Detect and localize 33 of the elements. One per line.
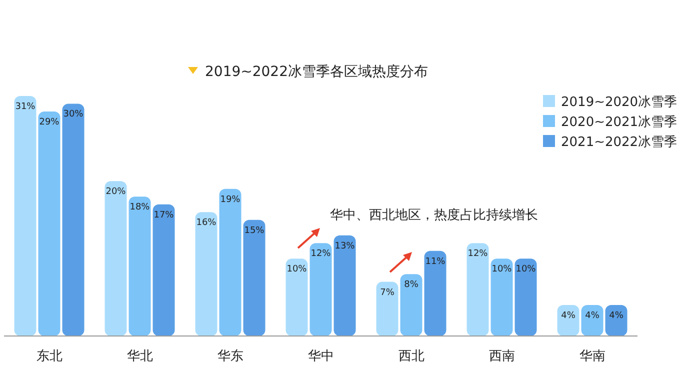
x-tick-label: 华南 — [579, 349, 606, 364]
x-tick-label: 华北 — [126, 349, 153, 364]
legend-label: 2021~2022冰雪季 — [561, 135, 678, 150]
data-label: 11% — [425, 256, 446, 267]
legend-label: 2019~2020冰雪季 — [561, 95, 678, 110]
legend-label: 2020~2021冰雪季 — [561, 115, 678, 130]
data-label: 8% — [404, 280, 419, 290]
data-label: 12% — [310, 249, 332, 260]
data-label: 29% — [39, 117, 60, 128]
data-label: 4% — [561, 311, 576, 322]
data-label: 13% — [334, 241, 356, 252]
x-tick-label: 华中 — [308, 349, 334, 364]
data-label: 10% — [286, 264, 308, 275]
x-tick-label: 东北 — [36, 349, 62, 364]
data-label: 19% — [220, 194, 241, 205]
x-tick-label: 华东 — [217, 349, 244, 364]
data-label: 15% — [244, 226, 265, 236]
data-label: 20% — [106, 187, 126, 198]
data-label: 10% — [516, 264, 536, 275]
annotation: 华中、西北地区，热度占比持续增长 — [330, 207, 538, 223]
x-tick-label: 西北 — [398, 349, 424, 364]
data-label: 31% — [15, 102, 36, 112]
chart-title: 2019~2022冰雪季各区域热度分布 — [205, 64, 428, 80]
data-label: 10% — [492, 264, 512, 275]
data-label: 12% — [468, 249, 488, 260]
data-label: 7% — [380, 288, 395, 298]
data-label: 4% — [585, 311, 600, 322]
x-tick-label: 西南 — [488, 349, 515, 364]
data-label: 16% — [196, 218, 217, 228]
data-label: 4% — [609, 311, 624, 322]
data-label: 30% — [63, 110, 84, 120]
data-label: 18% — [130, 202, 150, 213]
data-label: 17% — [154, 210, 174, 220]
